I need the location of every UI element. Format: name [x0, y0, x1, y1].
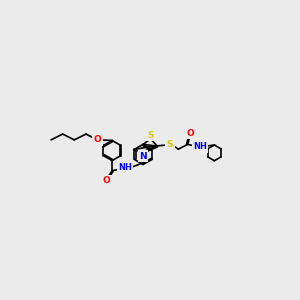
Text: S: S: [147, 131, 154, 140]
Text: O: O: [103, 176, 110, 185]
Text: NH: NH: [118, 163, 132, 172]
Text: S: S: [167, 140, 173, 149]
Text: N: N: [139, 152, 146, 161]
Text: O: O: [94, 135, 101, 144]
Text: NH: NH: [193, 142, 207, 151]
Text: O: O: [187, 129, 194, 138]
